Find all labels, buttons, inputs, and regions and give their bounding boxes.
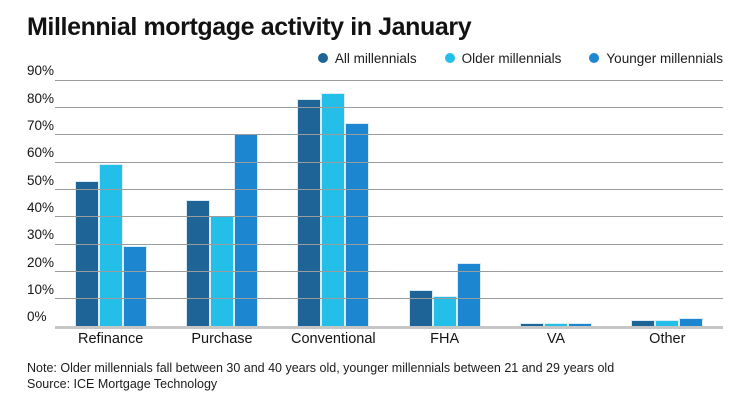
legend-label: All millennials bbox=[334, 50, 417, 66]
gridline-40 bbox=[55, 216, 723, 218]
gridline-60 bbox=[55, 161, 723, 163]
gridline-90 bbox=[55, 79, 723, 81]
bar-conventional-younger-millennials bbox=[346, 124, 369, 327]
gridline-80 bbox=[55, 107, 723, 109]
legend-label: Younger millennials bbox=[606, 50, 723, 66]
bar-va-all-millennials bbox=[520, 324, 543, 327]
gridline-70 bbox=[55, 134, 723, 136]
bar-groups bbox=[55, 81, 723, 327]
bar-group-va bbox=[500, 81, 611, 327]
page: Millennial mortgage activity in January … bbox=[27, 13, 725, 393]
legend-dot-icon bbox=[444, 53, 455, 64]
footer-note: Note: Older millennials fall between 30 … bbox=[27, 360, 615, 375]
bar-other-younger-millennials bbox=[680, 318, 703, 327]
gridline-50 bbox=[55, 189, 723, 191]
legend-dot-icon bbox=[589, 53, 600, 64]
x-axis-baseline bbox=[55, 325, 723, 329]
plot-area bbox=[55, 79, 723, 329]
bar-conventional-older-millennials bbox=[322, 94, 345, 327]
bar-refinance-older-millennials bbox=[99, 165, 122, 327]
y-tick-label-30: 30% bbox=[27, 227, 55, 243]
gridline-30 bbox=[55, 243, 723, 245]
bar-other-older-millennials bbox=[656, 321, 679, 327]
bar-groups-inner bbox=[55, 81, 723, 327]
chart-title: Millennial mortgage activity in January bbox=[27, 13, 472, 41]
y-tick-label-50: 50% bbox=[27, 172, 55, 188]
chart: 0% 10% 20% 30% 40% 50% 60% 70% 80% 90% bbox=[27, 64, 725, 329]
bar-purchase-all-millennials bbox=[186, 201, 209, 327]
legend: All millennials Older millennials Younger … bbox=[27, 51, 725, 66]
bar-other-all-millennials bbox=[632, 321, 655, 327]
x-label-purchase: Purchase bbox=[191, 330, 253, 347]
bar-group-conventional bbox=[278, 81, 389, 327]
x-label-fha: FHA bbox=[430, 330, 460, 347]
y-tick-label-60: 60% bbox=[27, 145, 55, 161]
y-tick-label-70: 70% bbox=[27, 117, 55, 133]
bar-purchase-younger-millennials bbox=[234, 135, 257, 327]
bar-fha-older-millennials bbox=[433, 296, 456, 327]
legend-item-0: All millennials bbox=[317, 50, 417, 66]
gridline-20 bbox=[55, 271, 723, 273]
bar-va-younger-millennials bbox=[568, 324, 591, 327]
x-label-va: VA bbox=[546, 330, 566, 347]
x-axis-labels: Refinance Purchase Conventional FHA VA Other bbox=[55, 331, 723, 347]
bar-refinance-younger-millennials bbox=[123, 247, 146, 327]
x-label-conventional: Conventional bbox=[290, 330, 376, 347]
y-tick-label-0: 0% bbox=[27, 309, 47, 325]
bar-group-fha bbox=[389, 81, 500, 327]
bar-group-other bbox=[612, 81, 723, 327]
legend-item-1: Older millennials bbox=[444, 50, 562, 66]
x-label-refinance: Refinance bbox=[78, 330, 144, 347]
x-label-other: Other bbox=[649, 330, 686, 347]
bar-group-refinance bbox=[55, 81, 166, 327]
y-tick-label-40: 40% bbox=[27, 199, 55, 215]
gridline-10 bbox=[55, 298, 723, 300]
bar-fha-younger-millennials bbox=[457, 263, 480, 327]
bar-group-purchase bbox=[166, 81, 277, 327]
footer: Note: Older millennials fall between 30 … bbox=[27, 360, 725, 393]
legend-item-2: Younger millennials bbox=[589, 51, 723, 66]
y-tick-label-10: 10% bbox=[27, 281, 55, 297]
bar-va-older-millennials bbox=[544, 324, 567, 327]
y-tick-label-80: 80% bbox=[27, 90, 55, 106]
legend-label: Older millennials bbox=[461, 50, 562, 66]
legend-dot-icon bbox=[317, 53, 328, 64]
bar-refinance-all-millennials bbox=[75, 181, 98, 327]
y-tick-label-20: 20% bbox=[27, 254, 55, 270]
bar-conventional-all-millennials bbox=[298, 99, 321, 327]
bar-fha-all-millennials bbox=[409, 291, 432, 327]
footer-source: Source: ICE Mortgage Technology bbox=[27, 377, 218, 392]
y-tick-label-90: 90% bbox=[27, 63, 55, 79]
